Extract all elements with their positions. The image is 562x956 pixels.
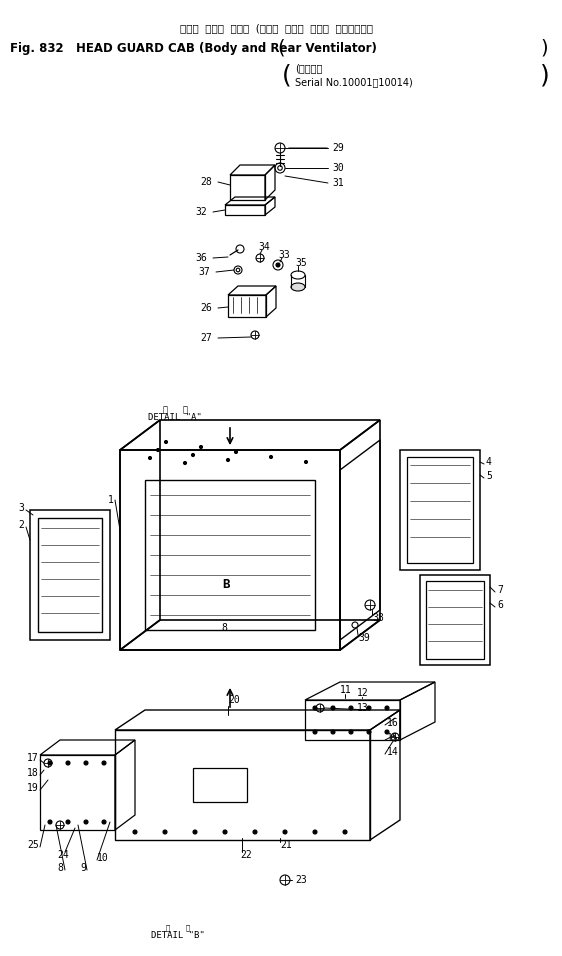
Ellipse shape [291,283,305,291]
Circle shape [48,761,52,765]
Text: 注: 注 [166,924,170,931]
Circle shape [283,830,287,834]
Text: 34: 34 [258,242,270,252]
Circle shape [234,450,238,453]
Text: 35: 35 [295,258,307,268]
Text: 36: 36 [195,253,207,263]
Text: 14: 14 [387,747,399,757]
Circle shape [349,706,353,710]
Circle shape [148,457,152,460]
Text: 33: 33 [278,250,290,260]
Circle shape [367,706,371,710]
Text: 26: 26 [200,303,212,313]
Text: 8: 8 [57,863,63,873]
Circle shape [343,830,347,834]
Text: 6: 6 [497,600,503,610]
Text: 27: 27 [200,333,212,343]
Circle shape [313,706,317,710]
Text: B: B [222,578,230,592]
Circle shape [102,761,106,765]
Text: 18: 18 [27,768,39,778]
Text: 15: 15 [387,733,399,743]
Circle shape [200,445,202,448]
Circle shape [313,830,317,834]
Circle shape [84,761,88,765]
Text: 10: 10 [97,853,109,863]
Text: 1: 1 [108,495,114,505]
Circle shape [349,730,353,734]
Text: 37: 37 [198,267,210,277]
Circle shape [270,455,273,459]
Text: 8: 8 [221,623,227,633]
Circle shape [133,830,137,834]
Circle shape [193,830,197,834]
Circle shape [163,830,167,834]
Circle shape [276,263,280,267]
Text: 21: 21 [280,840,292,850]
Circle shape [305,461,307,464]
Text: 24: 24 [57,850,69,860]
Circle shape [226,459,229,462]
Text: 注: 注 [162,405,167,415]
Text: (: ( [277,38,284,57]
Circle shape [223,830,227,834]
Text: 11: 11 [340,685,352,695]
Circle shape [331,730,335,734]
Text: 39: 39 [358,633,370,643]
Text: 7: 7 [497,585,503,595]
Text: 9: 9 [80,863,86,873]
Text: ヘッド  ガード  キャブ  (ボデー  および  リヤー  ベンチレータ: ヘッド ガード キャブ (ボデー および リヤー ベンチレータ [180,23,373,33]
Text: 20: 20 [228,695,240,705]
Text: 12: 12 [357,688,369,698]
Text: 2: 2 [18,520,24,530]
Circle shape [367,730,371,734]
Text: 注: 注 [183,405,188,415]
Text: 23: 23 [295,875,307,885]
Text: (: ( [282,63,292,87]
Text: 13: 13 [357,703,369,713]
Text: Fig. 832   HEAD GUARD CAB (Body and Rear Ventilator): Fig. 832 HEAD GUARD CAB (Body and Rear V… [10,41,377,54]
Text: 4: 4 [486,457,492,467]
Circle shape [102,820,106,824]
Text: ): ) [540,38,547,57]
Circle shape [184,462,187,465]
Text: ): ) [540,63,550,87]
Text: 16: 16 [387,718,399,728]
Circle shape [385,730,389,734]
Text: DETAIL "A": DETAIL "A" [148,414,202,423]
Text: 28: 28 [200,177,212,187]
Text: 25: 25 [27,840,39,850]
Text: 19: 19 [27,783,39,793]
Text: 22: 22 [240,850,252,860]
Text: 38: 38 [372,613,384,623]
Circle shape [192,453,194,457]
Circle shape [66,820,70,824]
Circle shape [48,820,52,824]
Text: 32: 32 [195,207,207,217]
Text: 3: 3 [18,503,24,513]
Text: DETAIL "B": DETAIL "B" [151,931,205,941]
Text: 29: 29 [332,143,344,153]
Text: 31: 31 [332,178,344,188]
Text: Serial No.10001－10014): Serial No.10001－10014) [295,77,413,87]
Text: (適用号機: (適用号機 [295,63,323,73]
Circle shape [313,730,317,734]
Circle shape [156,448,160,451]
Text: 5: 5 [486,471,492,481]
Circle shape [84,820,88,824]
Circle shape [66,761,70,765]
Circle shape [253,830,257,834]
Circle shape [385,706,389,710]
Text: 注: 注 [186,924,190,931]
Text: 30: 30 [332,163,344,173]
Text: 17: 17 [27,753,39,763]
Circle shape [331,706,335,710]
Circle shape [165,441,167,444]
